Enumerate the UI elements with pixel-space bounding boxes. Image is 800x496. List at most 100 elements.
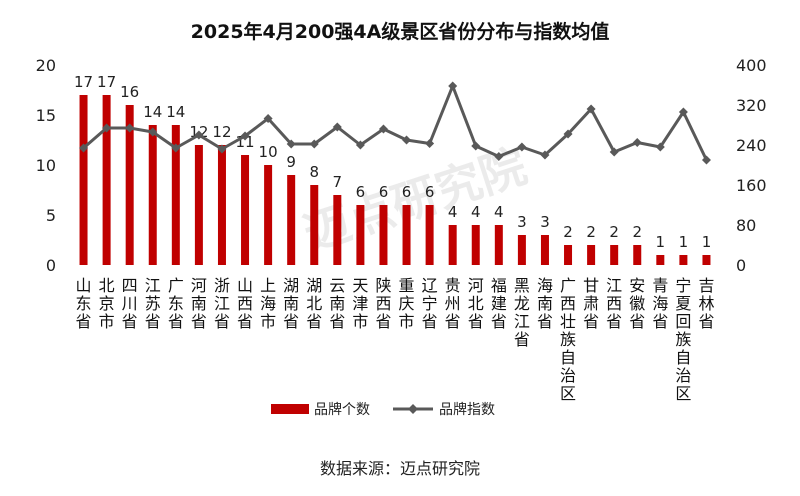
index-point-广东省 [171, 143, 181, 153]
bar-data-label: 4 [494, 203, 504, 221]
index-point-山东省 [79, 143, 89, 153]
index-point-吉林省 [701, 155, 711, 165]
bar-data-label: 6 [356, 183, 366, 201]
index-point-贵州省 [448, 81, 458, 91]
bar-江苏省 [148, 125, 157, 265]
x-category-label: 宁夏回族自治区 [675, 276, 691, 403]
bar-四川省 [125, 105, 134, 265]
index-point-福建省 [494, 152, 504, 161]
legend-line-marker [408, 404, 418, 414]
x-category-label: 上海市 [260, 276, 276, 331]
index-point-陕西省 [378, 124, 388, 134]
bar-吉林省 [702, 255, 711, 265]
x-category-label: 北京市 [99, 276, 115, 331]
index-line [82, 84, 708, 161]
bar-data-label: 10 [259, 143, 278, 161]
bar-data-label: 3 [540, 213, 550, 231]
bar-data-label: 12 [212, 123, 231, 141]
bar-海南省 [540, 235, 549, 265]
x-category-label: 吉林省 [698, 276, 714, 331]
index-point-安徽省 [632, 138, 642, 147]
left-axis-tick-label: 5 [46, 206, 56, 225]
x-category-label: 黑龙江省 [514, 276, 530, 349]
legend-bar-swatch [271, 404, 309, 414]
index-point-甘肃省 [586, 104, 596, 114]
index-point-云南省 [332, 122, 342, 132]
index-point-湖南省 [286, 139, 296, 149]
index-point-河南省 [194, 130, 204, 140]
index-point-重庆市 [402, 135, 412, 145]
x-category-label: 青海省 [652, 276, 668, 331]
bar-data-label: 14 [166, 103, 185, 121]
bar-data-label: 17 [74, 73, 93, 91]
x-category-label: 湖南省 [283, 276, 299, 331]
bar-北京市 [102, 95, 111, 265]
bar-data-label: 1 [656, 233, 666, 251]
bar-湖南省 [287, 175, 296, 265]
legend-bar-label: 品牌个数 [314, 401, 370, 418]
bar-data-label: 16 [120, 83, 139, 101]
bar-data-label: 6 [379, 183, 389, 201]
right-axis-tick-label: 0 [736, 256, 746, 275]
x-category-label: 辽宁省 [422, 276, 438, 331]
left-axis-tick-label: 10 [36, 156, 56, 175]
index-point-上海市 [263, 114, 273, 123]
index-point-河北省 [471, 141, 481, 151]
x-category-label: 河南省 [191, 276, 207, 331]
left-axis-tick-label: 15 [36, 106, 56, 125]
left-axis-tick-label: 20 [36, 56, 56, 75]
x-category-label: 重庆市 [399, 276, 415, 331]
bar-天津市 [356, 205, 365, 265]
index-point-山西省 [240, 131, 250, 141]
bar-data-label: 1 [679, 233, 689, 251]
x-category-label: 浙江省 [214, 276, 230, 331]
bar-贵州省 [448, 225, 457, 265]
index-point-北京市 [102, 123, 112, 133]
bar-广东省 [171, 125, 180, 265]
bar-河北省 [471, 225, 480, 265]
index-point-湖北省 [309, 139, 319, 149]
bar-重庆市 [402, 205, 411, 265]
bar-data-label: 1 [702, 233, 712, 251]
chart-title: 2025年4月200强4A级景区省份分布与指数均值 [191, 20, 610, 43]
bar-宁夏回族自治区 [679, 255, 688, 265]
index-point-江苏省 [148, 127, 158, 137]
index-point-海南省 [540, 150, 550, 160]
index-point-江西省 [609, 147, 619, 157]
bar-青海省 [656, 255, 665, 265]
bar-广西壮族自治区 [564, 245, 573, 265]
index-point-黑龙江省 [517, 142, 527, 152]
left-axis-tick-label: 0 [46, 256, 56, 275]
bar-data-label: 4 [471, 203, 481, 221]
index-point-广西壮族自治区 [563, 129, 573, 139]
right-axis-tick-label: 240 [736, 136, 767, 155]
bar-山西省 [241, 155, 250, 265]
bar-福建省 [494, 225, 503, 265]
x-category-label: 河北省 [468, 276, 484, 331]
legend-line-label: 品牌指数 [439, 401, 495, 418]
bar-上海市 [264, 165, 273, 265]
right-axis-tick-label: 400 [736, 56, 767, 75]
index-point-四川省 [125, 123, 135, 133]
x-category-label: 福建省 [491, 276, 507, 331]
right-axis-tick-label: 160 [736, 176, 767, 195]
x-category-label: 四川省 [122, 276, 138, 331]
bar-云南省 [333, 195, 342, 265]
x-category-label: 江苏省 [145, 276, 161, 331]
bar-湖北省 [310, 185, 319, 265]
bar-浙江省 [217, 145, 226, 265]
bar-data-label: 14 [143, 103, 162, 121]
index-point-宁夏回族自治区 [678, 107, 688, 117]
x-category-label: 海南省 [537, 276, 553, 331]
index-point-浙江省 [217, 144, 227, 154]
bar-data-label: 3 [517, 213, 527, 231]
x-category-label: 甘肃省 [583, 276, 599, 331]
bar-山东省 [79, 95, 88, 265]
bar-data-label: 4 [448, 203, 458, 221]
bar-河南省 [194, 145, 203, 265]
bar-data-label: 9 [286, 153, 296, 171]
bar-data-label: 2 [586, 223, 596, 241]
bar-data-label: 7 [333, 173, 343, 191]
index-point-辽宁省 [425, 139, 435, 148]
